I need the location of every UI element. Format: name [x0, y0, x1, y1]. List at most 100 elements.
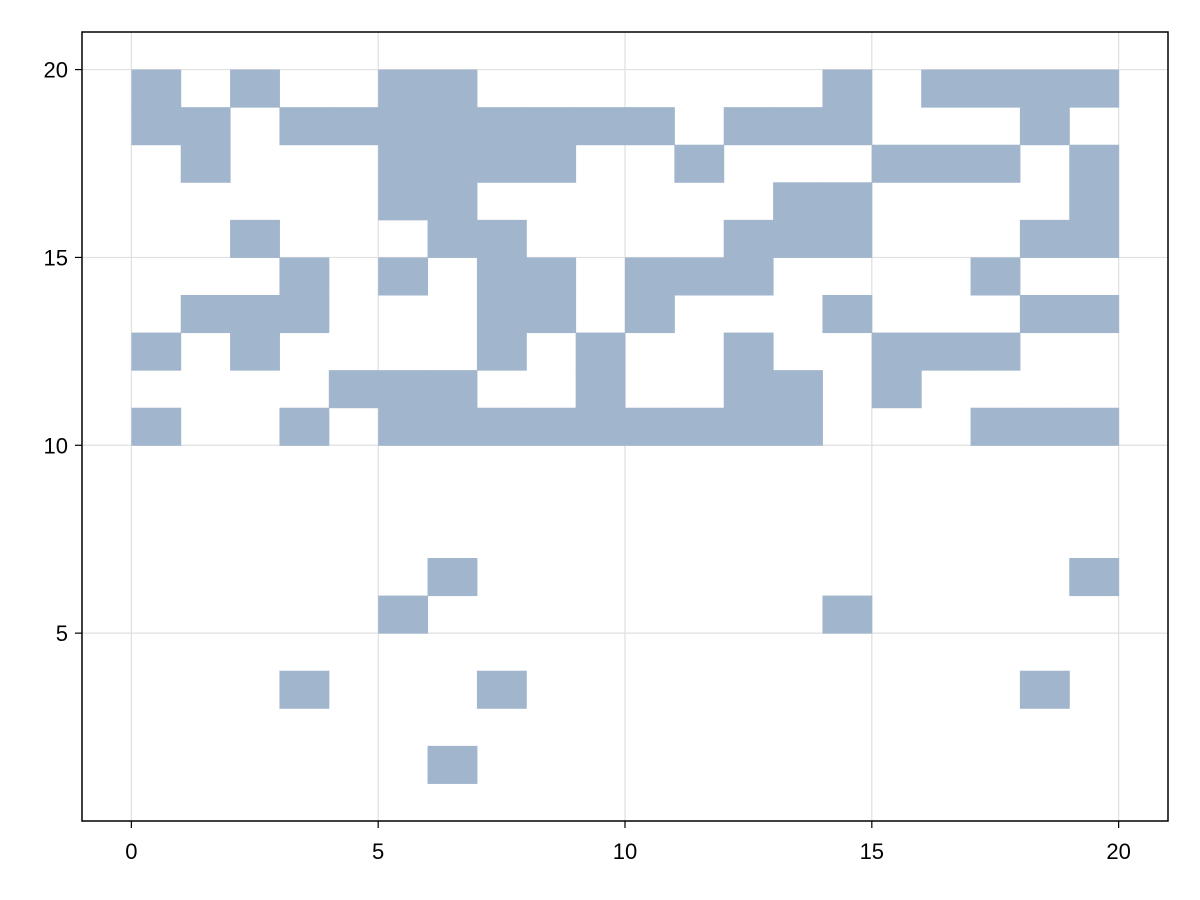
heatmap-cell	[921, 332, 972, 371]
tick-labels: 0 5 10 15 20 5 10 15 20	[44, 58, 1131, 864]
heatmap-cell	[230, 295, 280, 334]
x-tick-label: 15	[860, 839, 884, 864]
heatmap-cell	[921, 144, 972, 183]
heatmap-cell	[723, 370, 774, 409]
heatmap-cell	[1019, 407, 1070, 446]
heatmap-cell	[180, 107, 231, 146]
heatmap-cell	[230, 219, 280, 258]
heatmap-cell	[476, 670, 527, 709]
x-tick-label: 20	[1106, 839, 1130, 864]
heatmap-cell	[871, 332, 922, 371]
heatmap-cell	[723, 107, 774, 146]
heatmap-cell	[427, 407, 478, 446]
x-tick-label: 10	[613, 839, 637, 864]
y-tick-label: 20	[44, 58, 68, 83]
heatmap-cell	[1069, 295, 1120, 334]
heatmap-cell	[427, 182, 478, 221]
heatmap-cell	[378, 370, 429, 409]
heatmap-cell	[723, 219, 774, 258]
heatmap-cell	[526, 407, 577, 446]
heatmap-cell	[476, 407, 527, 446]
heatmap-cell	[871, 370, 922, 409]
heatmap-cell	[427, 219, 478, 258]
heatmap-cell	[1069, 219, 1120, 258]
heatmap-cell	[279, 295, 330, 334]
heatmap-cell	[1069, 182, 1120, 221]
heatmap-cell	[822, 595, 873, 634]
heatmap-cell	[230, 69, 280, 108]
heatmap-cell	[575, 107, 626, 146]
heatmap-cell	[427, 745, 478, 784]
heatmap-cell	[1019, 295, 1070, 334]
heatmap-cell	[773, 370, 823, 409]
heatmap-cell	[180, 295, 231, 334]
heatmap-cell	[526, 107, 577, 146]
heatmap-cell	[1019, 219, 1070, 258]
heatmap-cell	[575, 407, 626, 446]
heatmap-cell	[476, 295, 527, 334]
heatmap-cell	[476, 107, 527, 146]
heatmap-cell	[1069, 407, 1120, 446]
heatmap-cell	[328, 370, 379, 409]
heatmap-cell	[1019, 107, 1070, 146]
heatmap-cell	[625, 407, 675, 446]
y-tick-label: 15	[44, 245, 68, 270]
heatmap-cell	[822, 219, 873, 258]
heatmap-cell	[279, 257, 330, 296]
heatmap-cell	[773, 182, 823, 221]
heatmap-cell	[970, 257, 1021, 296]
heatmap-cell	[773, 407, 823, 446]
heatmap-cell	[378, 407, 429, 446]
x-tick-label: 5	[372, 839, 384, 864]
heatmap-cell	[279, 107, 330, 146]
axis-ticks	[75, 68, 1120, 828]
heatmap-cell	[674, 257, 725, 296]
heatmap-cell	[476, 219, 527, 258]
heatmap-cell	[723, 257, 774, 296]
heatmap-cell	[131, 332, 182, 371]
heatmap-cell	[1069, 144, 1120, 183]
heatmap-cell	[773, 107, 823, 146]
heatmap-cell	[970, 332, 1021, 371]
heatmap-cell	[476, 144, 527, 183]
heatmap-cell	[427, 558, 478, 597]
heatmap-cell	[476, 257, 527, 296]
heatmap-cell	[526, 257, 577, 296]
heatmap-cell	[822, 107, 873, 146]
heatmap-cell	[378, 69, 429, 108]
heatmap-cell	[427, 69, 478, 108]
heatmap-cell	[723, 407, 774, 446]
heatmap-cell	[180, 144, 231, 183]
x-tick-label: 0	[125, 839, 137, 864]
heatmap-cell	[625, 257, 675, 296]
heatmap-cell	[378, 144, 429, 183]
heatmap-cell	[131, 107, 182, 146]
heatmap-cell	[822, 182, 873, 221]
heatmap-cell	[131, 69, 182, 108]
heatmap-cell	[131, 407, 182, 446]
heatmap-cell	[575, 370, 626, 409]
heatmap-cell	[427, 107, 478, 146]
heatmap-cell	[378, 182, 429, 221]
heatmap-cells	[131, 69, 1120, 784]
heatmap-cell	[822, 69, 873, 108]
heatmap-cell	[279, 670, 330, 709]
heatmap-cell	[625, 107, 675, 146]
heatmap-cell	[674, 144, 725, 183]
heatmap-cell	[575, 332, 626, 371]
heatmap-cell	[723, 332, 774, 371]
heatmap-cell	[970, 69, 1021, 108]
heatmap-cell	[476, 332, 527, 371]
heatmap-cell	[674, 407, 725, 446]
heatmap-cell	[526, 144, 577, 183]
heatmap-cell	[921, 69, 972, 108]
heatmap-cell	[378, 107, 429, 146]
heatmap-cell	[427, 370, 478, 409]
heatmap-cell	[871, 144, 922, 183]
heatmap-cell	[970, 144, 1021, 183]
heatmap-cell	[526, 295, 577, 334]
heatmap-cell	[1019, 69, 1070, 108]
heatmap-cell	[378, 595, 429, 634]
heatmap-cell	[230, 332, 280, 371]
heatmap-cell	[773, 219, 823, 258]
